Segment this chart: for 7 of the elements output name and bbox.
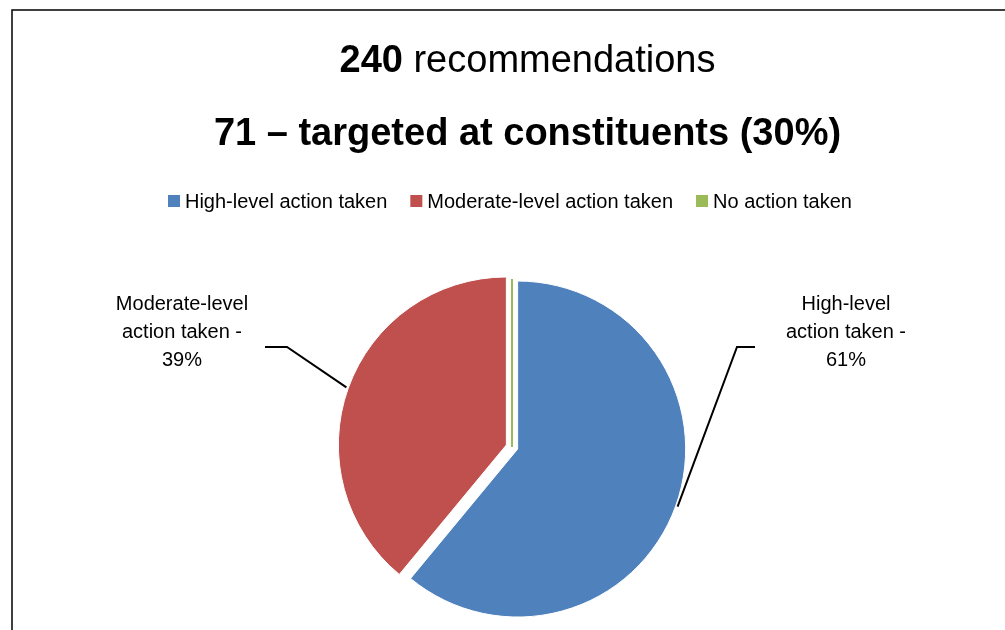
legend-label: High-level action taken bbox=[185, 190, 388, 212]
chart-title: 240 recommendations bbox=[339, 38, 716, 80]
text: Moderate-level action taken - 39% bbox=[115, 292, 249, 370]
chart-subtitle: 71 – targeted at constituents (30%) bbox=[213, 111, 842, 153]
text: High-level action taken - 61% bbox=[785, 292, 907, 370]
legend-label: Moderate-level action taken bbox=[427, 190, 674, 212]
legend-label: No action taken bbox=[713, 190, 853, 212]
